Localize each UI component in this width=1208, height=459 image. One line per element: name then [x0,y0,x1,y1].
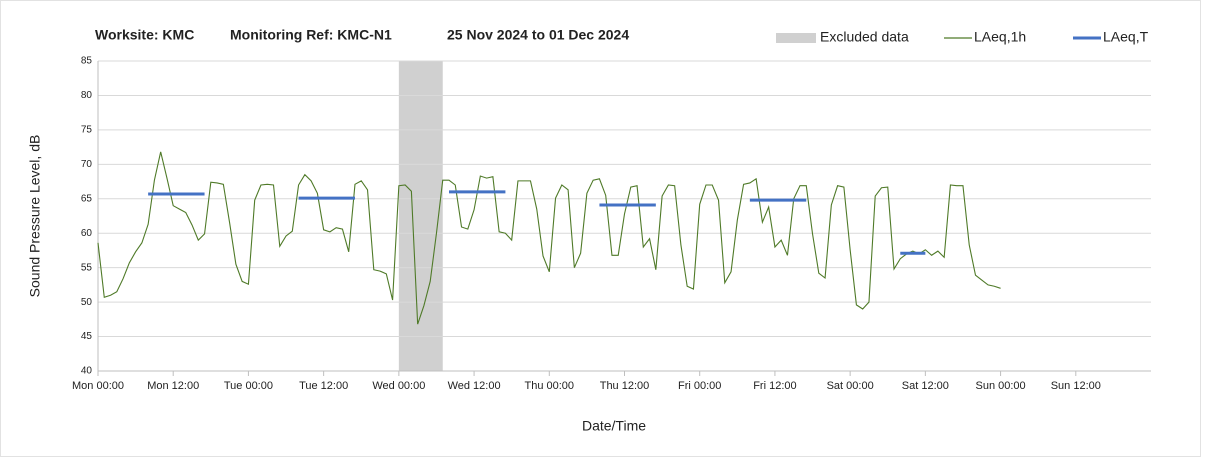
y-tick-label: 55 [81,262,93,273]
y-tick-label: 85 [81,56,93,67]
y-tick-label: 80 [81,90,93,101]
x-tick-label: Mon 12:00 [147,380,199,392]
chart-title: 25 Nov 2024 to 01 Dec 2024 [447,27,629,43]
x-tick-label: Fri 12:00 [753,380,796,392]
x-tick-label: Wed 12:00 [448,380,501,392]
chart-title: Worksite: KMC [95,27,194,43]
x-tick-label: Sat 00:00 [827,380,874,392]
y-tick-label: 70 [81,159,93,170]
x-tick-label: Thu 00:00 [525,380,575,392]
y-tick-label: 45 [81,331,93,342]
x-tick-label: Sun 12:00 [1051,380,1101,392]
x-tick-label: Tue 12:00 [299,380,348,392]
legend-label: LAeq,T [1103,29,1149,45]
x-axis-label: Date/Time [582,418,646,434]
legend-label: Excluded data [820,29,909,45]
y-tick-label: 40 [81,366,93,377]
y-tick-label: 65 [81,193,93,204]
x-tick-label: Thu 12:00 [600,380,650,392]
y-tick-label: 50 [81,297,93,308]
x-tick-label: Wed 00:00 [372,380,425,392]
legend-swatch [776,33,816,43]
legend-label: LAeq,1h [974,29,1026,45]
x-tick-label: Tue 00:00 [224,380,273,392]
excluded-band [398,61,443,371]
chart-title: Monitoring Ref: KMC-N1 [230,27,392,43]
x-tick-label: Fri 00:00 [678,380,721,392]
laeq-1h-line [97,151,1001,325]
x-tick-label: Sun 00:00 [975,380,1025,392]
x-tick-label: Sat 12:00 [902,380,949,392]
x-tick-label: Mon 00:00 [72,380,124,392]
y-tick-label: 60 [81,228,93,239]
y-axis-label: Sound Pressure Level, dB [27,135,43,298]
y-tick-label: 75 [81,125,93,136]
